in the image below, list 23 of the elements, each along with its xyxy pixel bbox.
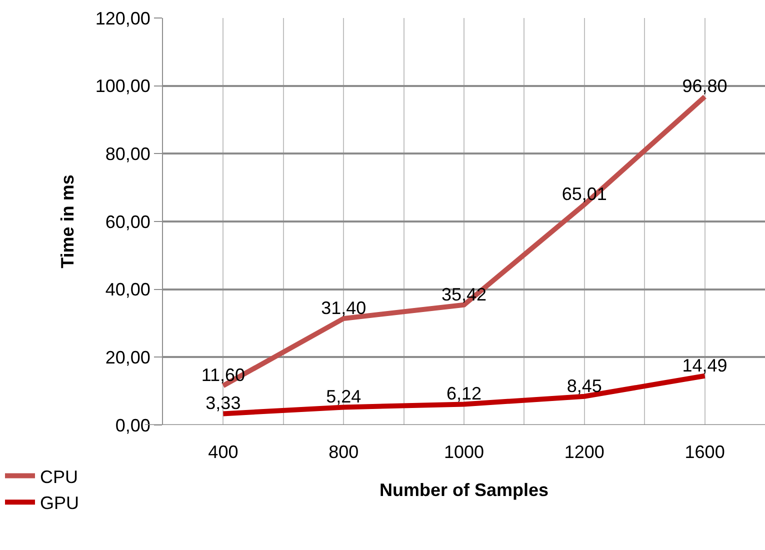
y-tick-label: 40,00 [105,280,150,300]
y-tick-label: 0,00 [115,415,150,436]
text: 96,80 [682,76,728,96]
y-tick-label: 20,00 [105,347,150,368]
legend-label: CPU [40,466,78,487]
x-tick-label: 1000 [444,442,484,462]
x-tick-label: 1200 [564,442,604,462]
legend-label: GPU [40,493,80,514]
x-tick-label: 1600 [684,442,725,462]
x-tick-label: 400 [208,442,238,462]
y-tick-label: 100,00 [95,76,150,96]
text: 6,12 [446,384,482,404]
x-tick-label: 800 [328,442,359,462]
text: 5,24 [326,386,362,407]
x-axis-title: Number of Samples [379,480,549,500]
y-axis-title: Time in ms [58,174,78,268]
text: 3,33 [206,393,241,414]
text: 8,45 [566,376,602,396]
text: 14,49 [682,355,728,376]
y-tick-label: 60,00 [105,212,150,232]
text: 31,40 [321,298,366,318]
y-tick-label: 120,00 [95,8,150,28]
y-tick-label: 80,00 [105,144,150,164]
